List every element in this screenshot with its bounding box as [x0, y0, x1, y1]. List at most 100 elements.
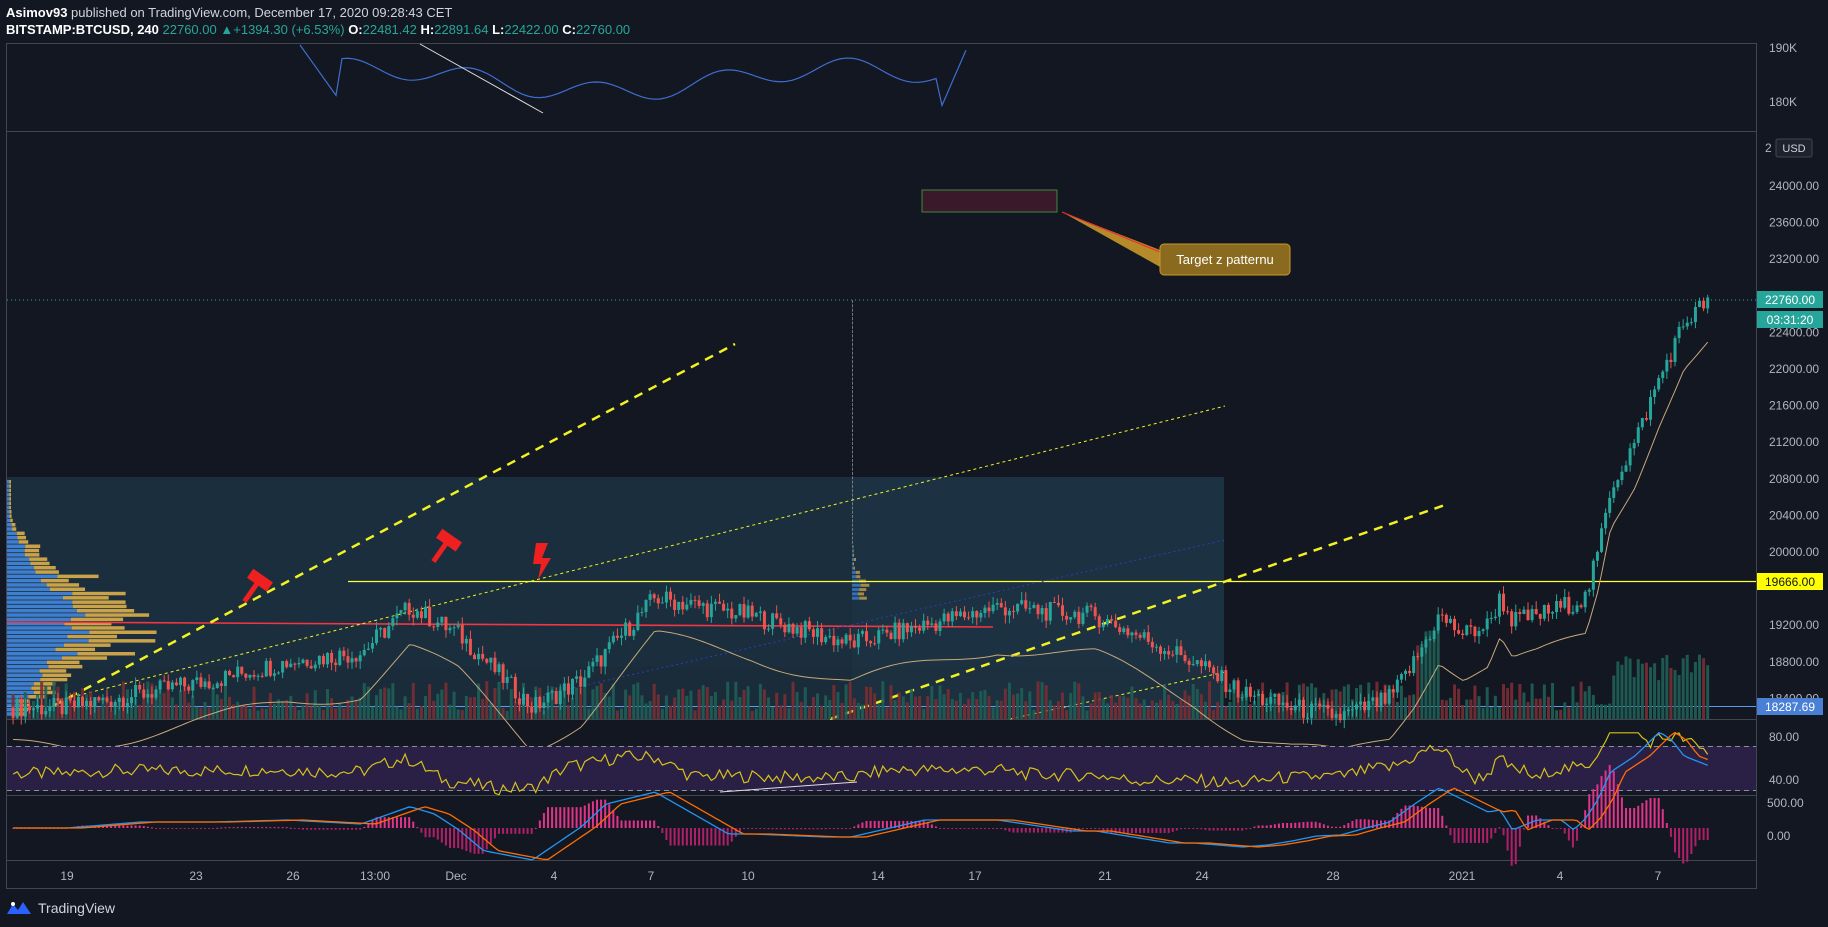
svp-bar-up [852, 566, 854, 570]
macd-bar [657, 826, 660, 828]
currency-badge[interactable] [1775, 138, 1813, 158]
candle [81, 695, 85, 708]
candle [1620, 465, 1624, 485]
svp-bar-down [852, 368, 853, 372]
volume-bar [873, 693, 877, 719]
vp-bar-down [72, 600, 126, 604]
volume-bar [1003, 688, 1007, 719]
vp-bar-down [42, 673, 72, 677]
macd-bar [530, 828, 533, 834]
macd-bar [845, 828, 848, 829]
macd-bar [1702, 828, 1705, 840]
volume-bar [1559, 709, 1563, 719]
volume-bar [1489, 707, 1493, 719]
volume-bar [338, 702, 342, 719]
candle [599, 655, 603, 674]
candle [281, 660, 285, 679]
candle [260, 672, 264, 678]
volume-bar [1138, 703, 1142, 719]
volume-bar [444, 682, 448, 719]
macd-bar [824, 828, 827, 830]
candle [1677, 321, 1681, 344]
macd-bar [914, 820, 917, 828]
macd-bar [1420, 806, 1423, 828]
volume-bar [681, 688, 685, 719]
candle [1269, 689, 1273, 712]
candle [550, 689, 554, 700]
macd-bar [208, 828, 211, 829]
volume-bar [795, 692, 799, 719]
macd-bar [1653, 798, 1656, 828]
time-tick-label: 28 [1326, 869, 1340, 883]
price-axis[interactable]: 24000.00 23600.00 23200.00 22400.00 22000.00… [1767, 41, 1819, 843]
time-tick-label: 10 [741, 869, 755, 883]
time-tick-label: 4 [1557, 869, 1564, 883]
volume-bar [934, 699, 938, 719]
time-tick-label: 7 [648, 869, 655, 883]
svp-bar-up [852, 515, 853, 518]
macd-bar [171, 828, 174, 829]
macd-bar [240, 827, 243, 829]
volume-bar [946, 689, 950, 719]
time-axis[interactable]: 19 23 26 13:00 Dec 4 7 10 14 17 21 24 28 2021 4 7 [60, 869, 1661, 883]
footer-brand[interactable]: TradingView [6, 897, 115, 919]
macd-bar [159, 828, 162, 829]
candle [1138, 632, 1142, 641]
macd-bar [759, 828, 762, 829]
svp-bar-down [852, 360, 853, 364]
candle [15, 696, 19, 720]
macd-bar [506, 828, 509, 834]
volume-bar [1595, 704, 1599, 719]
time-tick-label: 14 [871, 869, 885, 883]
open-label: O: [348, 22, 363, 37]
vp-bar-down [76, 609, 135, 613]
macd-bar [747, 828, 750, 829]
volume-bar [232, 704, 236, 719]
volume-bar [432, 700, 436, 719]
volume-bar [1436, 627, 1440, 719]
volume-bar [832, 684, 836, 719]
volume-bar [1020, 688, 1024, 719]
candle [914, 619, 918, 634]
macd-bar [1355, 819, 1358, 828]
volume-bar [1146, 707, 1150, 719]
volume-bar [615, 710, 619, 719]
macd-bar [787, 828, 790, 830]
vp-bar-down [62, 656, 108, 660]
symbol-label[interactable]: BITSTAMP:BTCUSD, 240 [6, 22, 159, 37]
volume-bar [1159, 700, 1163, 719]
candle [407, 598, 411, 621]
candle [1105, 614, 1109, 627]
candle [473, 652, 477, 660]
support-badge [1757, 698, 1823, 715]
candle [56, 692, 60, 707]
candle [1359, 693, 1363, 711]
macd-bar [555, 807, 558, 828]
macd-bar [1592, 789, 1595, 828]
candle [877, 627, 881, 650]
macd-bar [440, 828, 443, 843]
macd-bar [1547, 825, 1550, 828]
volume-bar [942, 694, 946, 719]
candle [607, 636, 611, 654]
vp-bar-down [24, 553, 40, 557]
macd-bar [277, 827, 280, 829]
svp-bar-up [852, 330, 853, 334]
volume-bar [542, 710, 546, 719]
volume-bar [587, 708, 591, 719]
volume-bar [1077, 683, 1081, 719]
macd-bar [1204, 828, 1207, 830]
macd-bar [236, 827, 239, 829]
candle [146, 689, 150, 704]
macd-bar [363, 826, 366, 828]
volume-bar [138, 704, 142, 719]
candle [787, 617, 791, 634]
macd-tick-label: 500.00 [1767, 796, 1804, 810]
svp-bar-up [852, 562, 854, 566]
candle [656, 594, 660, 609]
volume-bar [1126, 697, 1130, 719]
author-name[interactable]: Asimov93 [6, 5, 68, 20]
volume-bar [252, 686, 256, 719]
candle [326, 652, 330, 668]
